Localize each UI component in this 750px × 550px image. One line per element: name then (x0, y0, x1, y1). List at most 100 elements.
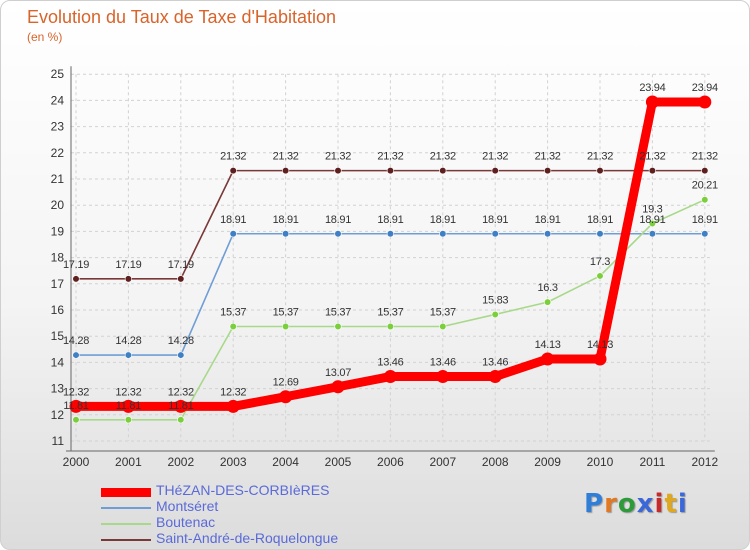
data-label: 17.19 (115, 259, 141, 271)
proxiti-logo: Proxiti (584, 489, 688, 519)
legend-swatch (101, 507, 151, 509)
logo-letter: r (604, 489, 618, 519)
data-point (229, 167, 237, 175)
data-point (701, 196, 709, 204)
data-label: 18.91 (482, 214, 508, 226)
data-point (124, 416, 132, 424)
data-label: 15.37 (325, 307, 351, 319)
x-tick-label: 2011 (639, 455, 665, 469)
data-label: 14.28 (115, 335, 141, 347)
logo-letter: i (677, 489, 688, 519)
data-label: 11.81 (168, 400, 193, 412)
data-point (488, 370, 502, 384)
data-label: 23.94 (692, 82, 718, 94)
legend-label: Saint-André-de-Roquelongue (156, 530, 339, 546)
data-label: 18.91 (639, 214, 665, 226)
y-tick-label: 16 (51, 303, 65, 317)
data-point (543, 230, 552, 238)
data-point (436, 370, 450, 384)
data-point (229, 230, 237, 238)
data-label: 21.32 (430, 151, 456, 163)
data-point (439, 167, 447, 175)
data-point (491, 310, 499, 319)
data-point (226, 399, 240, 413)
data-point (383, 370, 397, 384)
data-label: 18.91 (273, 214, 299, 226)
legend-swatch (101, 523, 151, 525)
data-point (491, 167, 499, 175)
data-label: 15.37 (273, 307, 299, 319)
x-tick-label: 2007 (429, 455, 456, 469)
data-point (121, 399, 135, 413)
data-point (701, 167, 709, 175)
data-point (701, 230, 709, 238)
y-tick-label: 19 (51, 224, 65, 238)
data-label: 15.37 (220, 307, 246, 319)
data-label: 18.91 (377, 214, 403, 226)
logo-letter: o (617, 489, 637, 519)
legend-swatch (101, 539, 151, 541)
data-label: 18.91 (220, 214, 246, 226)
logo-letter: t (664, 489, 678, 519)
data-point (72, 275, 80, 283)
x-tick-label: 2006 (377, 455, 404, 469)
data-label: 18.91 (587, 214, 613, 226)
data-label: 20.21 (692, 180, 718, 192)
x-tick-label: 2010 (587, 455, 614, 469)
data-label: 15.37 (377, 307, 403, 319)
data-point (593, 352, 607, 366)
data-point (124, 275, 132, 283)
data-point (439, 230, 447, 238)
data-point (177, 351, 185, 359)
line-chart: 11 12 13 14 15 16 17 18 19 20 21 22 23 24 25 2000 2001 20… (51, 66, 718, 469)
data-point (282, 322, 290, 331)
data-point (596, 230, 604, 238)
data-point (331, 380, 345, 394)
data-label: 18.91 (325, 214, 351, 226)
y-tick-label: 18 (51, 251, 65, 265)
y-tick-label: 13 (51, 382, 65, 396)
data-point (334, 322, 342, 331)
data-label: 11.81 (63, 400, 88, 412)
data-point (596, 167, 604, 175)
data-point (543, 167, 552, 175)
data-point (279, 390, 293, 404)
data-label: 15.37 (430, 307, 456, 319)
legend-swatch (101, 487, 151, 497)
data-label: 21.32 (535, 151, 561, 163)
data-label: 23.94 (639, 82, 665, 94)
y-tick-label: 11 (52, 434, 65, 448)
data-label: 21.32 (325, 151, 351, 163)
data-label: 13.46 (482, 357, 508, 369)
data-label: 18.91 (430, 214, 456, 226)
data-label: 12.32 (115, 386, 141, 398)
x-tick-label: 2004 (272, 455, 299, 469)
data-point (177, 416, 185, 424)
data-label: 11.81 (116, 400, 141, 412)
data-label: 14.28 (63, 335, 89, 347)
data-point (174, 399, 188, 413)
logo-letter: P (584, 489, 605, 519)
data-point (698, 95, 712, 109)
data-point (648, 167, 657, 175)
data-label: 13.46 (377, 357, 403, 369)
x-tick-label: 2002 (167, 455, 194, 469)
y-tick-label: 14 (51, 355, 65, 369)
data-label: 12.32 (168, 386, 194, 398)
data-label: 17.19 (168, 259, 194, 271)
data-point (386, 167, 395, 175)
data-label: 13.07 (325, 367, 351, 379)
data-label: 14.13 (587, 339, 613, 351)
data-point (282, 230, 290, 238)
x-tick-label: 2012 (691, 455, 718, 469)
data-label: 16.3 (537, 282, 557, 294)
y-tick-label: 17 (51, 277, 65, 291)
data-label: 15.83 (482, 294, 508, 306)
data-label: 21.32 (273, 151, 299, 163)
y-tick-label: 12 (51, 408, 65, 422)
data-point (645, 95, 659, 109)
data-point (229, 322, 237, 331)
data-point (648, 219, 657, 228)
y-tick-label: 21 (51, 172, 65, 186)
